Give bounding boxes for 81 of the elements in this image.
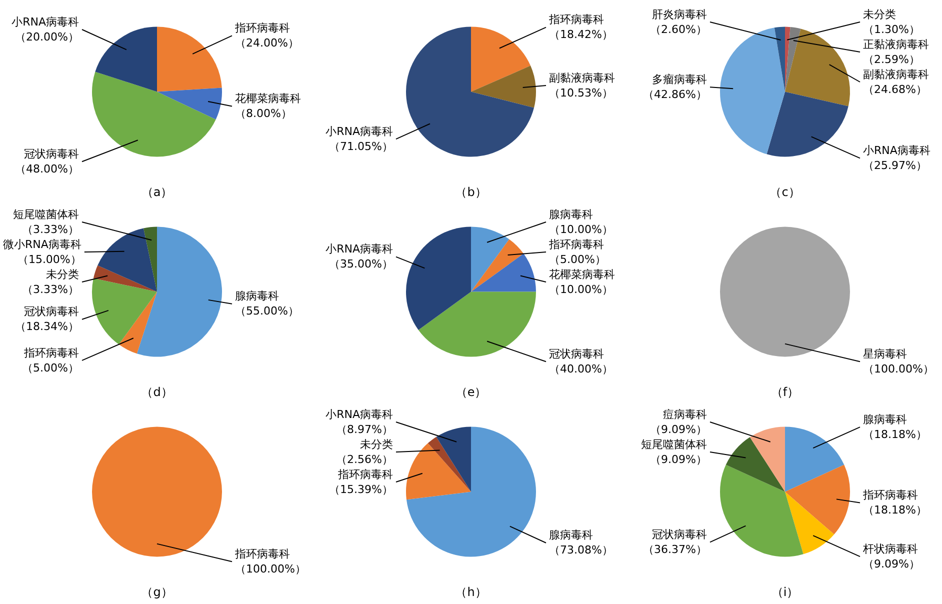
text: （f） xyxy=(770,384,800,399)
text: （e） xyxy=(455,384,487,399)
data-label: （36.37%） xyxy=(643,543,707,556)
data-label: （15.00%） xyxy=(17,252,82,266)
data-label: （10.53%） xyxy=(549,86,613,100)
slice-label: 肝炎病毒科 xyxy=(652,8,707,21)
data-label: （10.00%） xyxy=(549,222,613,236)
slice-label: 正黏液病毒科 xyxy=(863,38,929,51)
data-label: （100.00%） xyxy=(863,362,934,376)
slice-label: 副黏液病毒科 xyxy=(863,68,929,81)
data-label: （48.00%） xyxy=(15,162,79,176)
data-label: （24.00%） xyxy=(235,36,299,50)
slice-label: 冠状病毒科 xyxy=(549,347,604,360)
slice-label: 短尾噬菌体科 xyxy=(13,208,79,221)
slice-label: 花椰菜病毒科 xyxy=(235,92,301,106)
data-label: （5.00%） xyxy=(549,252,606,266)
slice-label: 短尾噬菌体科 xyxy=(641,438,707,451)
text: （a） xyxy=(141,184,173,199)
data-label: （25.97%） xyxy=(863,159,927,172)
data-label: （18.18%） xyxy=(863,428,927,441)
text: （i） xyxy=(771,584,799,599)
data-label: （73.08%） xyxy=(549,544,613,557)
text: （b） xyxy=(455,184,487,199)
slice-label: 冠状病毒科 xyxy=(24,147,79,160)
slice-label: 痘病毒科 xyxy=(663,408,707,421)
slice-label: 指环病毒科 xyxy=(234,22,290,35)
data-label: （40.00%） xyxy=(549,362,613,376)
data-label: （9.09%） xyxy=(650,452,707,466)
slice-label: 腺病毒科 xyxy=(235,290,279,303)
slice-label: 未分类 xyxy=(360,438,393,451)
data-label: （9.09%） xyxy=(863,557,920,570)
slice-label: 未分类 xyxy=(863,8,896,21)
slice-label: 杆状病毒科 xyxy=(862,542,918,556)
slice-label: 副黏液病毒科 xyxy=(549,71,615,84)
data-label: （18.34%） xyxy=(15,320,79,334)
data-label: （9.09%） xyxy=(650,422,707,436)
slice-label: 指环病毒科 xyxy=(337,468,393,481)
slice-label: 多瘤病毒科 xyxy=(652,72,707,86)
text: （c） xyxy=(770,184,800,199)
data-label: （18.18%） xyxy=(863,504,927,517)
data-label: （3.33%） xyxy=(22,282,79,296)
slice-label: 指环病毒科 xyxy=(548,238,604,251)
slice-label: 腺病毒科 xyxy=(549,208,593,221)
slice-label: 未分类 xyxy=(46,268,79,281)
slice-label: 小RNA病毒科 xyxy=(863,144,930,158)
slice-label: 小RNA病毒科 xyxy=(326,124,393,138)
text: （h） xyxy=(455,584,487,599)
data-label: （5.00%） xyxy=(22,361,79,374)
slice-label: 小RNA病毒科 xyxy=(12,15,79,28)
data-label: （55.00%） xyxy=(235,304,299,318)
slice-label: 冠状病毒科 xyxy=(652,528,707,542)
data-label: （2.59%） xyxy=(863,52,920,66)
data-label: （10.00%） xyxy=(549,282,613,296)
slice-label: 星病毒科 xyxy=(863,347,907,360)
slice-label: 腺病毒科 xyxy=(549,528,593,542)
data-label: （24.68%） xyxy=(863,82,927,96)
slice-label: 小RNA病毒科 xyxy=(326,408,393,421)
data-label: （2.60%） xyxy=(650,22,707,36)
data-label: （8.00%） xyxy=(235,107,292,120)
slice-label: 指环病毒科 xyxy=(862,488,918,502)
data-label: （42.86%） xyxy=(643,88,707,101)
slice-label: 指环病毒科 xyxy=(234,547,290,560)
slice-label: 小RNA病毒科 xyxy=(326,242,393,256)
data-label: （100.00%） xyxy=(235,562,306,576)
data-label: （8.97%） xyxy=(336,422,393,436)
data-label: （2.56%） xyxy=(336,452,393,466)
text: （g） xyxy=(141,584,173,599)
slice-label: 冠状病毒科 xyxy=(24,305,79,318)
slice-label: 微小RNA病毒科 xyxy=(2,238,82,251)
data-label: （35.00%） xyxy=(329,258,393,271)
data-label: （20.00%） xyxy=(15,30,79,44)
data-label: （71.05%） xyxy=(329,140,393,153)
data-label: （15.39%） xyxy=(329,482,393,496)
data-label: （3.33%） xyxy=(22,222,79,236)
text: （d） xyxy=(141,384,173,399)
data-label: （18.42%） xyxy=(549,28,613,42)
slice-label: 指环病毒科 xyxy=(548,13,604,26)
data-label: （1.30%） xyxy=(863,22,920,36)
slice-label: 指环病毒科 xyxy=(23,346,79,360)
slice-label: 花椰菜病毒科 xyxy=(549,268,615,281)
slice-label: 腺病毒科 xyxy=(863,412,907,426)
